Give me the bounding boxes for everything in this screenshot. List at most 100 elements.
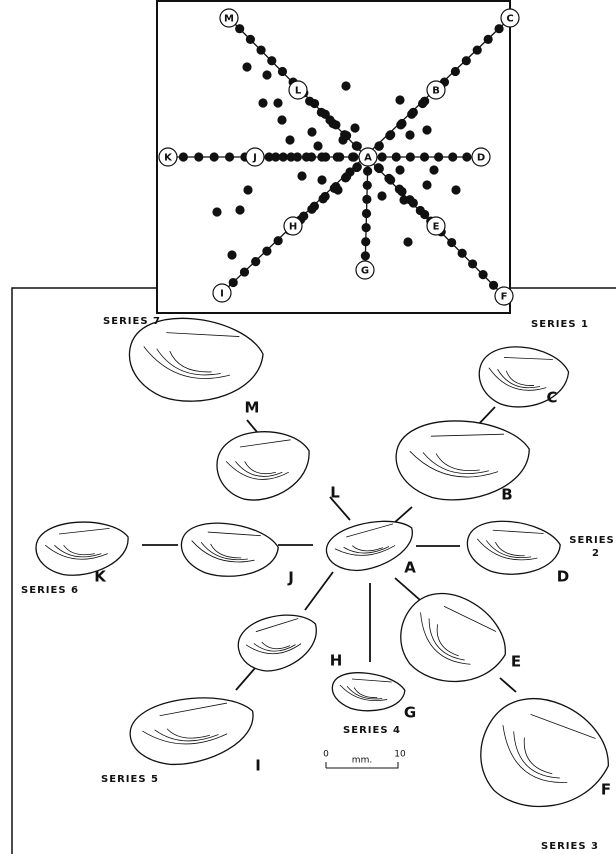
node-label: K — [164, 153, 173, 164]
dot — [262, 246, 272, 256]
node-label: H — [289, 222, 297, 233]
dot — [273, 236, 283, 246]
shell-outline — [480, 697, 609, 808]
dot — [461, 56, 471, 66]
node-circle — [283, 216, 303, 236]
dot — [212, 207, 222, 217]
node-circle — [355, 260, 375, 280]
growth-line — [346, 686, 383, 700]
node-circle — [471, 147, 491, 167]
shell — [326, 520, 413, 572]
dot — [478, 270, 488, 280]
dot — [307, 204, 317, 214]
shell-outline — [466, 520, 561, 575]
shell-ridge — [166, 332, 240, 337]
series-label: SERIES 7 — [103, 316, 161, 327]
dot — [468, 259, 478, 269]
growth-line — [476, 538, 538, 561]
scatter-nodes: A B C D E F G H I J K L M — [158, 8, 520, 306]
dot — [301, 152, 312, 162]
shells: A B C D E F G H I J K L M — [35, 317, 611, 808]
series-label: SERIES 3 — [541, 841, 599, 852]
dot — [377, 152, 387, 162]
shell-label: C — [546, 389, 557, 407]
shell-ridge — [207, 531, 261, 537]
dot — [256, 45, 266, 55]
growth-line — [488, 367, 547, 391]
shell-links — [142, 406, 517, 693]
shell-outline — [216, 431, 310, 501]
growth-line — [428, 618, 465, 661]
shell-outline — [129, 697, 254, 765]
growth-line — [435, 453, 480, 471]
dot — [267, 56, 277, 66]
growth-line — [191, 540, 255, 563]
shell — [331, 672, 406, 712]
growth-line — [156, 348, 221, 376]
node-circle — [212, 283, 232, 303]
shell — [400, 592, 506, 683]
dot — [415, 205, 425, 216]
dot — [277, 115, 287, 125]
shell — [480, 697, 609, 808]
dot — [239, 267, 250, 277]
series-label: SERIES 1 — [531, 319, 589, 330]
node-circle — [358, 147, 378, 167]
growth-line — [54, 544, 102, 558]
dot — [373, 163, 384, 173]
dot — [448, 152, 458, 162]
shell-label: A — [404, 559, 416, 577]
shell-outline — [35, 521, 129, 576]
dot — [472, 45, 482, 55]
dot — [483, 34, 493, 44]
dot — [429, 165, 439, 175]
shell-outline — [326, 520, 413, 572]
growth-line — [235, 461, 283, 477]
dot — [235, 24, 245, 34]
dot — [450, 66, 460, 77]
growth-line — [505, 370, 535, 386]
dot — [307, 127, 317, 137]
dot — [348, 152, 358, 162]
node-label: E — [433, 222, 440, 233]
dot — [395, 95, 405, 105]
scale-start: 0 — [323, 750, 329, 760]
dot — [362, 194, 372, 204]
dot — [313, 141, 323, 151]
dot — [209, 152, 219, 162]
node-circle — [158, 147, 178, 167]
growth-line — [409, 450, 499, 478]
dot — [286, 152, 296, 162]
dot — [419, 152, 430, 162]
shell-outline — [128, 317, 264, 402]
growth-line — [166, 728, 210, 739]
scale-unit: mm. — [352, 756, 372, 766]
shell-ridge — [443, 605, 497, 632]
growth-line — [261, 641, 291, 650]
shell-label: I — [255, 757, 261, 775]
shell-ridge — [530, 714, 596, 739]
shell-ridge — [351, 678, 392, 683]
dot — [273, 98, 283, 108]
growth-line — [420, 612, 471, 665]
link — [499, 677, 517, 693]
dot — [345, 167, 355, 177]
node-label: B — [432, 86, 440, 97]
dot — [462, 152, 472, 162]
dot — [447, 237, 457, 248]
dot — [224, 152, 235, 162]
growth-line — [485, 540, 532, 558]
growth-line — [169, 350, 212, 373]
scatter-frame — [156, 0, 511, 314]
shell — [466, 520, 561, 575]
shell-ridge — [255, 618, 299, 633]
dot — [377, 191, 387, 201]
dot — [309, 98, 320, 109]
growth-line — [351, 545, 384, 552]
node-label: M — [224, 14, 234, 25]
node-label: C — [506, 14, 513, 25]
growth-line — [245, 643, 302, 655]
dot — [178, 152, 188, 162]
shell — [216, 431, 310, 501]
dot — [352, 141, 362, 151]
